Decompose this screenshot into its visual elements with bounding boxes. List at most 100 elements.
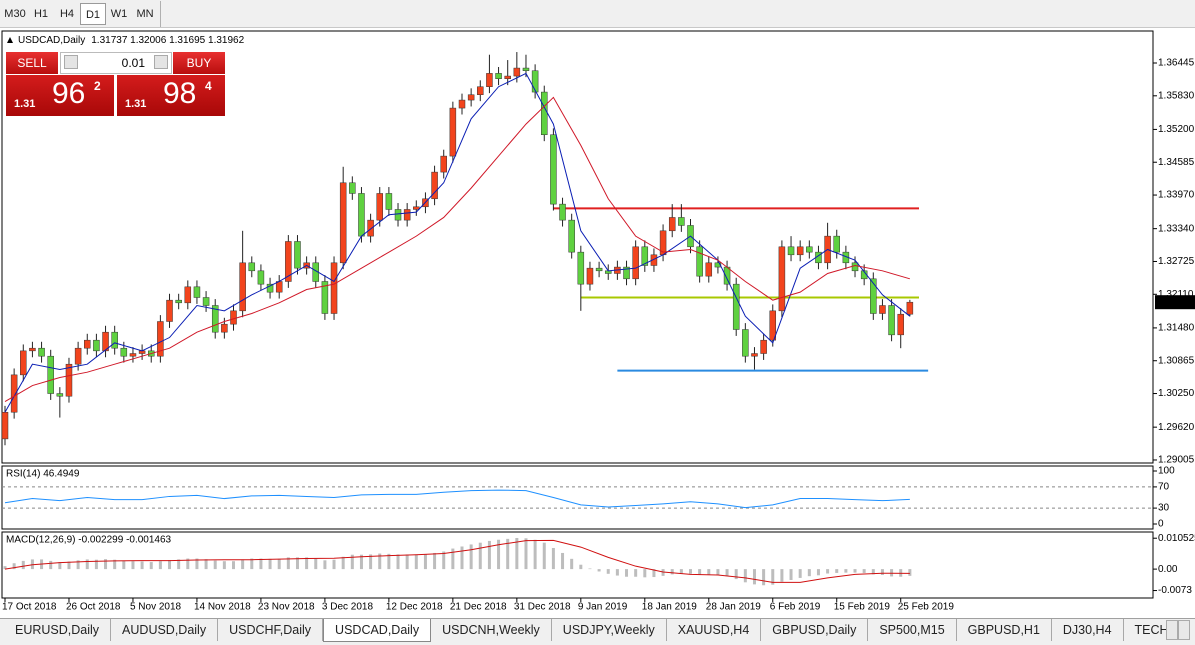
histogram-bar (332, 559, 336, 570)
candle-body (577, 251, 585, 285)
y-tick-label: 1.30250 (1158, 388, 1195, 399)
buy-button[interactable]: BUY (173, 52, 225, 74)
histogram-bar (789, 569, 793, 580)
histogram-bar (469, 544, 473, 570)
y-tick-label: 30 (1158, 503, 1170, 514)
histogram-bar (241, 559, 245, 570)
x-tick-label: 6 Feb 2019 (770, 602, 821, 613)
candle-body (879, 305, 886, 314)
chart-tab[interactable]: TECH100,H4 (1124, 619, 1166, 641)
candle-body (559, 203, 566, 221)
candle-body (550, 134, 557, 205)
candle-body (477, 86, 484, 95)
candle-body (294, 241, 301, 269)
histogram-bar (643, 569, 647, 578)
histogram-bar (762, 569, 766, 586)
timeframe-button[interactable]: W1 (110, 7, 128, 20)
chart-tab[interactable]: USDJPY,Weekly (552, 619, 667, 641)
candle-body (760, 339, 767, 354)
candle-body (705, 262, 713, 277)
lot-decrease[interactable] (64, 55, 78, 69)
chart-tab[interactable]: USDCNH,Weekly (431, 619, 552, 641)
histogram-bar (213, 560, 217, 570)
histogram-bar (743, 569, 747, 583)
candle-body (56, 393, 64, 397)
candle-body (403, 209, 411, 221)
timeframe-button[interactable]: H4 (59, 7, 75, 20)
candle-body (851, 262, 859, 272)
histogram-bar (551, 547, 555, 570)
histogram-bar (524, 538, 528, 570)
histogram-bar (21, 560, 25, 570)
macd-title: MACD(12,26,9) -0.002299 -0.001463 (6, 535, 172, 546)
y-tick-label: -0.0073 (1158, 585, 1192, 596)
candle-body (330, 262, 338, 314)
candle-body (202, 297, 210, 306)
chart-tab[interactable]: USDCHF,Daily (218, 619, 324, 641)
histogram-bar (679, 569, 683, 574)
histogram-bar (890, 569, 894, 577)
chart-tab[interactable]: DJ30,H4 (1052, 619, 1124, 641)
candle-body (211, 305, 219, 333)
chart-tab[interactable]: SP500,M15 (868, 619, 957, 641)
y-tick-label: 1.35830 (1158, 90, 1195, 101)
histogram-bar (506, 538, 510, 570)
chart-tab[interactable]: USDCAD,Daily (323, 619, 432, 642)
histogram-bar (844, 569, 848, 573)
timeframe-button[interactable]: M30 (4, 7, 26, 20)
candle-body (111, 331, 118, 349)
timeframe-button[interactable]: H1 (33, 7, 49, 20)
rsi-title: RSI(14) 46.4949 (6, 469, 80, 480)
candle-body (742, 329, 749, 357)
candle-body (230, 310, 237, 325)
candle-body (568, 219, 575, 253)
histogram-bar (634, 569, 638, 577)
candle-body (513, 67, 521, 77)
moving-average (4, 72, 911, 413)
histogram-bar (67, 561, 71, 570)
histogram-bar (396, 554, 400, 570)
histogram-bar (94, 559, 98, 570)
timeframe-toolbar: M30 H1 H4 D1 W1 MN (0, 0, 1195, 28)
tab-scroll-right[interactable] (1178, 620, 1190, 640)
candle-body (120, 347, 128, 357)
lot-size-field[interactable]: 0.01 (60, 52, 172, 74)
histogram-bar (853, 569, 857, 573)
tab-scroll-left[interactable] (1166, 620, 1178, 640)
chart-tab[interactable]: EURUSD,Daily (4, 619, 112, 641)
chart-tab[interactable]: GBPUSD,H1 (957, 619, 1052, 641)
bid-quote[interactable]: 1.31 96 2 (6, 75, 114, 116)
chart-tab[interactable]: AUDUSD,Daily (111, 619, 219, 641)
candle-body (751, 353, 758, 357)
chart-tab[interactable]: XAUUSD,H4 (667, 619, 762, 641)
lot-increase[interactable] (154, 55, 168, 69)
candle-body (806, 246, 813, 253)
histogram-bar (113, 559, 117, 570)
candle-body (65, 363, 73, 397)
histogram-bar (880, 569, 884, 575)
chart-tab[interactable]: GBPUSD,Daily (761, 619, 869, 641)
histogram-bar (359, 554, 363, 570)
price-marker-bg (1155, 295, 1195, 310)
sell-button[interactable]: SELL (6, 52, 58, 74)
price-marker: 1.31962 (1158, 297, 1195, 308)
timeframe-button[interactable]: D1 (80, 2, 106, 25)
candle-body (486, 73, 493, 87)
histogram-bar (168, 560, 172, 570)
timeframe-button[interactable]: MN (136, 7, 154, 20)
histogram-bar (460, 546, 464, 570)
histogram-bar (387, 553, 391, 570)
candle-body (394, 209, 402, 221)
x-tick-label: 26 Oct 2018 (66, 602, 121, 613)
candle-body (29, 347, 36, 352)
candle-body (504, 75, 511, 79)
histogram-bar (734, 569, 738, 580)
histogram-bar (771, 569, 775, 585)
ask-quote[interactable]: 1.31 98 4 (117, 75, 225, 116)
histogram-bar (652, 569, 656, 578)
histogram-bar (277, 558, 281, 570)
candle-body (714, 262, 722, 268)
chart-subtitle: 1.31737 1.32006 1.31695 1.31962 (91, 35, 244, 46)
candle-body (431, 171, 438, 200)
